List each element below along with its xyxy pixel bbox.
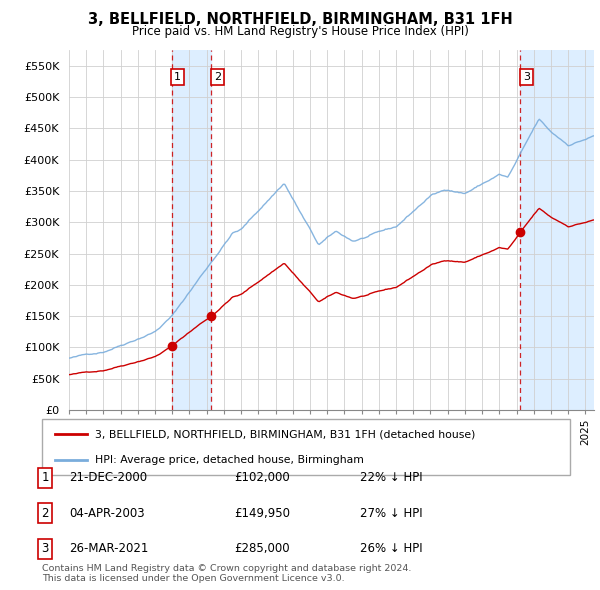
Text: 3: 3 (41, 542, 49, 555)
Text: 21-DEC-2000: 21-DEC-2000 (69, 471, 147, 484)
Text: 2: 2 (214, 72, 221, 82)
Text: 1: 1 (174, 72, 181, 82)
Text: £102,000: £102,000 (234, 471, 290, 484)
Bar (172, 50, 211, 410)
Text: 26% ↓ HPI: 26% ↓ HPI (360, 542, 422, 555)
Text: 22% ↓ HPI: 22% ↓ HPI (360, 471, 422, 484)
Text: 3, BELLFIELD, NORTHFIELD, BIRMINGHAM, B31 1FH (detached house): 3, BELLFIELD, NORTHFIELD, BIRMINGHAM, B3… (95, 429, 475, 439)
Text: £285,000: £285,000 (234, 542, 290, 555)
Text: HPI: Average price, detached house, Birmingham: HPI: Average price, detached house, Birm… (95, 455, 364, 465)
Text: 2: 2 (41, 507, 49, 520)
FancyBboxPatch shape (42, 419, 570, 475)
Bar (520, 50, 594, 410)
Text: 1: 1 (41, 471, 49, 484)
Text: Contains HM Land Registry data © Crown copyright and database right 2024.
This d: Contains HM Land Registry data © Crown c… (42, 563, 412, 583)
Text: 26-MAR-2021: 26-MAR-2021 (69, 542, 148, 555)
Text: 3, BELLFIELD, NORTHFIELD, BIRMINGHAM, B31 1FH: 3, BELLFIELD, NORTHFIELD, BIRMINGHAM, B3… (88, 12, 512, 27)
Text: £149,950: £149,950 (234, 507, 290, 520)
Text: Price paid vs. HM Land Registry's House Price Index (HPI): Price paid vs. HM Land Registry's House … (131, 25, 469, 38)
Text: 3: 3 (523, 72, 530, 82)
Text: 27% ↓ HPI: 27% ↓ HPI (360, 507, 422, 520)
Text: 04-APR-2003: 04-APR-2003 (69, 507, 145, 520)
